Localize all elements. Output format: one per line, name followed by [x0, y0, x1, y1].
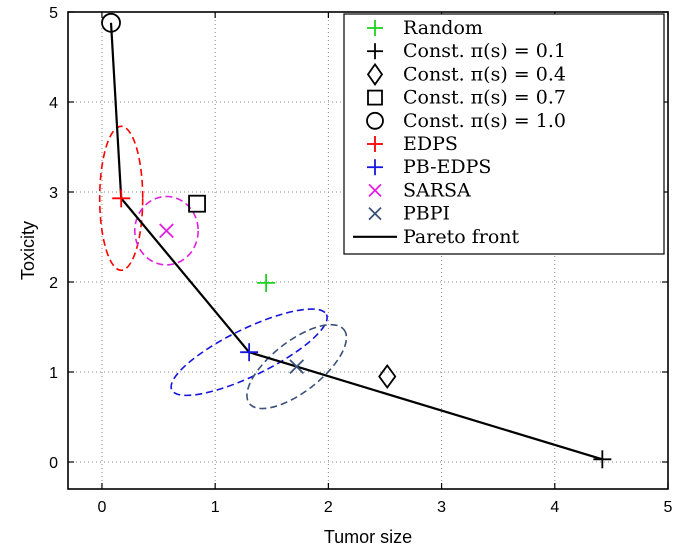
legend-marker-0	[367, 20, 383, 36]
legend-label: Const. π(s) = 0.7	[403, 87, 566, 109]
y-tick-label: 5	[49, 5, 58, 22]
ellipse-edps	[98, 125, 144, 272]
plot-frame	[67, 11, 669, 490]
legend-label: Const. π(s) = 1.0	[403, 110, 566, 132]
y-tick-label: 1	[49, 365, 58, 382]
confidence-ellipses	[98, 125, 348, 410]
legend-label: PBPI	[403, 203, 450, 225]
y-tick-label: 4	[49, 95, 58, 112]
data-markers	[101, 12, 612, 469]
legend-marker-2	[366, 62, 384, 86]
x-tick-label: 5	[664, 499, 673, 516]
legend-marker-6	[367, 159, 383, 176]
ellipse-sarsa	[133, 195, 199, 266]
legend-marker-4	[366, 111, 384, 130]
legend-label: Pareto front	[403, 226, 519, 248]
legend-label: Const. π(s) = 0.1	[403, 40, 566, 62]
legend-marker-3	[367, 89, 383, 106]
legend-label: Const. π(s) = 0.4	[403, 63, 566, 85]
point-random	[257, 273, 276, 292]
legend-label: PB-EDPS	[403, 156, 491, 178]
legend-label: Random	[403, 17, 483, 39]
legend-marker-7	[368, 183, 382, 198]
y-tick-label: 2	[49, 275, 58, 292]
ellipse-pbpi	[246, 323, 348, 410]
x-tick-label: 3	[437, 499, 446, 516]
point-pb-edps	[240, 343, 259, 362]
legend-label: SARSA	[403, 179, 471, 201]
point-const-s-0-7	[188, 194, 206, 213]
x-axis-label: Tumor size	[324, 527, 412, 547]
ellipse-pb-edps	[170, 308, 328, 397]
x-tick-label: 0	[98, 499, 107, 516]
point-const-s-1-0	[101, 12, 121, 33]
point-const-s-0-4	[378, 363, 397, 390]
y-tick-label: 0	[49, 455, 58, 472]
point-const-s-0-1	[593, 450, 612, 469]
x-tick-label: 1	[211, 499, 220, 516]
legend-marker-5	[367, 136, 383, 152]
x-tick-label: 4	[550, 499, 559, 516]
legend-marker-1	[367, 43, 383, 60]
legend-label: EDPS	[403, 133, 458, 155]
y-tick-label: 3	[49, 185, 58, 202]
legend-marker-8	[368, 206, 382, 221]
point-edps	[112, 189, 131, 208]
point-pbpi	[289, 359, 305, 374]
x-tick-label: 2	[324, 499, 333, 516]
y-axis-label: Toxicity	[18, 221, 38, 280]
point-sarsa	[159, 223, 174, 239]
legend-box	[343, 13, 665, 255]
